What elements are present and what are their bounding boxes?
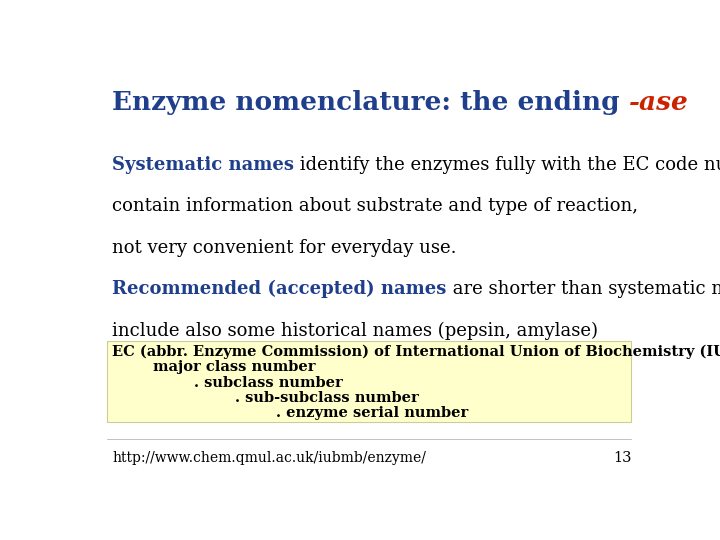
Text: 13: 13: [613, 451, 631, 465]
Text: . enzyme serial number: . enzyme serial number: [112, 406, 469, 420]
Text: contain information about substrate and type of reaction,: contain information about substrate and …: [112, 197, 639, 215]
FancyBboxPatch shape: [107, 341, 631, 422]
Text: major class number: major class number: [112, 360, 316, 374]
Text: http://www.chem.qmul.ac.uk/iubmb/enzyme/: http://www.chem.qmul.ac.uk/iubmb/enzyme/: [112, 451, 426, 465]
Text: identify the enzymes fully with the EC code number,: identify the enzymes fully with the EC c…: [294, 156, 720, 173]
Text: not very convenient for everyday use.: not very convenient for everyday use.: [112, 239, 456, 256]
Text: -ase: -ase: [629, 90, 689, 114]
Text: EC (abbr. Enzyme Commission) of International Union of Biochemistry (IUB): EC (abbr. Enzyme Commission) of Internat…: [112, 345, 720, 359]
Text: Enzyme nomenclature: the ending: Enzyme nomenclature: the ending: [112, 90, 629, 114]
Text: . sub-subclass number: . sub-subclass number: [112, 391, 419, 405]
Text: include also some historical names (pepsin, amylase): include also some historical names (peps…: [112, 322, 598, 340]
Text: Recommended (accepted) names: Recommended (accepted) names: [112, 280, 446, 299]
Text: are shorter than systematic names,: are shorter than systematic names,: [446, 280, 720, 298]
Text: . subclass number: . subclass number: [112, 376, 343, 390]
Text: Systematic names: Systematic names: [112, 156, 294, 173]
